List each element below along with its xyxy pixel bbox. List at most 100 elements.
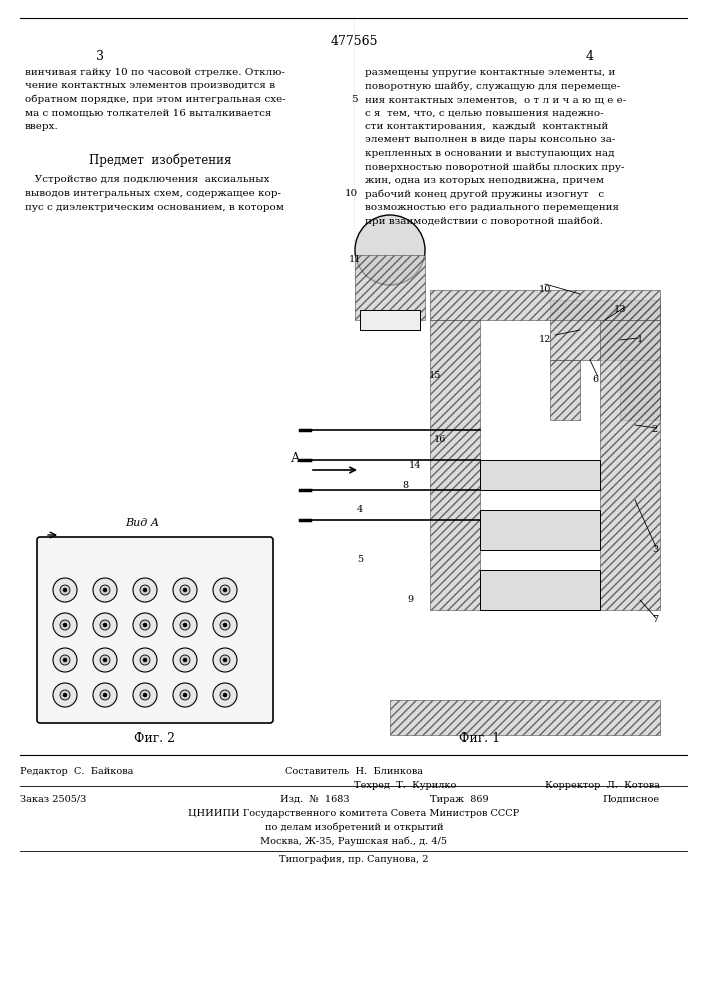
Circle shape — [213, 648, 237, 672]
Circle shape — [143, 693, 147, 697]
Circle shape — [60, 655, 70, 665]
Bar — [550, 360, 580, 420]
Text: рабочий конец другой пружины изогнут   с: рабочий конец другой пружины изогнут с — [365, 190, 604, 199]
Bar — [360, 310, 420, 330]
Circle shape — [63, 588, 67, 592]
Circle shape — [53, 683, 77, 707]
Circle shape — [140, 690, 150, 700]
Text: 4: 4 — [586, 50, 594, 63]
Text: 14: 14 — [409, 460, 421, 470]
Circle shape — [180, 620, 190, 630]
Text: при взаимодействии с поворотной шайбой.: при взаимодействии с поворотной шайбой. — [365, 217, 603, 226]
Text: Устройство для подключения  аксиальных: Устройство для подключения аксиальных — [25, 176, 269, 184]
Text: А: А — [291, 452, 300, 465]
Circle shape — [173, 578, 197, 602]
Circle shape — [133, 648, 157, 672]
Text: Москва, Ж-35, Раушская наб., д. 4/5: Москва, Ж-35, Раушская наб., д. 4/5 — [260, 837, 448, 846]
Circle shape — [173, 683, 197, 707]
Circle shape — [220, 620, 230, 630]
Text: 3: 3 — [652, 546, 658, 554]
Circle shape — [173, 613, 197, 637]
Bar — [480, 570, 600, 610]
Text: выводов интегральных схем, содержащее кор-: выводов интегральных схем, содержащее ко… — [25, 189, 281, 198]
Text: 7: 7 — [652, 615, 658, 624]
Text: Составитель  Н.  Блинкова: Составитель Н. Блинкова — [285, 767, 423, 776]
Text: чение контактных элементов производится в: чение контактных элементов производится … — [25, 82, 275, 91]
Text: поверхностью поворотной шайбы плоских пру-: поверхностью поворотной шайбы плоских пр… — [365, 162, 624, 172]
Text: Фиг. 1: Фиг. 1 — [460, 732, 501, 745]
Text: Тираж  869: Тираж 869 — [430, 795, 489, 804]
Text: обратном порядке, при этом интегральная схе-: обратном порядке, при этом интегральная … — [25, 95, 286, 104]
Text: 10: 10 — [539, 286, 551, 294]
Text: 6: 6 — [592, 375, 598, 384]
Text: 10: 10 — [345, 190, 358, 198]
Text: размещены упругие контактные элементы, и: размещены упругие контактные элементы, и — [365, 68, 615, 77]
Circle shape — [180, 690, 190, 700]
Circle shape — [355, 215, 425, 285]
Bar — [430, 320, 480, 610]
Text: Вид А: Вид А — [125, 518, 159, 528]
Bar — [600, 320, 660, 610]
Circle shape — [220, 655, 230, 665]
Text: 11: 11 — [349, 255, 361, 264]
Circle shape — [53, 648, 77, 672]
Circle shape — [220, 585, 230, 595]
Text: 5: 5 — [351, 95, 358, 104]
Circle shape — [180, 655, 190, 665]
Circle shape — [223, 658, 227, 662]
Text: Фиг. 2: Фиг. 2 — [134, 732, 175, 745]
Circle shape — [183, 588, 187, 592]
Text: 9: 9 — [407, 595, 413, 604]
Circle shape — [53, 578, 77, 602]
Circle shape — [143, 658, 147, 662]
Text: 3: 3 — [96, 50, 104, 63]
Text: пус с диэлектрическим основанием, в котором: пус с диэлектрическим основанием, в кото… — [25, 202, 284, 212]
Bar — [390, 700, 660, 735]
Text: 4: 4 — [357, 506, 363, 514]
Text: крепленных в основании и выступающих над: крепленных в основании и выступающих над — [365, 149, 614, 158]
Circle shape — [63, 658, 67, 662]
Circle shape — [63, 623, 67, 627]
Circle shape — [93, 648, 117, 672]
Circle shape — [183, 693, 187, 697]
Text: вверх.: вверх. — [25, 122, 59, 131]
Circle shape — [103, 693, 107, 697]
Circle shape — [213, 683, 237, 707]
Circle shape — [53, 613, 77, 637]
Circle shape — [220, 690, 230, 700]
Text: Изд.  №  1683: Изд. № 1683 — [280, 795, 350, 804]
Bar — [430, 290, 660, 320]
Bar — [550, 300, 660, 360]
Circle shape — [103, 623, 107, 627]
Text: сти контактирования,  каждый  контактный: сти контактирования, каждый контактный — [365, 122, 608, 131]
Circle shape — [60, 690, 70, 700]
Circle shape — [60, 620, 70, 630]
Circle shape — [223, 693, 227, 697]
FancyBboxPatch shape — [37, 537, 273, 723]
Text: элемент выполнен в виде пары консольно за-: элемент выполнен в виде пары консольно з… — [365, 135, 615, 144]
Text: возможностью его радиального перемещения: возможностью его радиального перемещения — [365, 203, 619, 212]
Text: Предмет  изобретения: Предмет изобретения — [89, 153, 231, 167]
Text: ма с помощью толкателей 16 выталкивается: ма с помощью толкателей 16 выталкивается — [25, 108, 271, 117]
Circle shape — [100, 655, 110, 665]
Text: по делам изобретений и открытий: по делам изобретений и открытий — [264, 823, 443, 832]
Text: Подписное: Подписное — [603, 795, 660, 804]
Text: жин, одна из которых неподвижна, причем: жин, одна из которых неподвижна, причем — [365, 176, 604, 185]
Text: винчивая гайку 10 по часовой стрелке. Отклю-: винчивая гайку 10 по часовой стрелке. От… — [25, 68, 285, 77]
Circle shape — [93, 683, 117, 707]
Circle shape — [140, 620, 150, 630]
Bar — [355, 255, 425, 320]
Circle shape — [103, 588, 107, 592]
Circle shape — [223, 588, 227, 592]
Circle shape — [143, 623, 147, 627]
Text: 8: 8 — [402, 481, 408, 489]
Text: 477565: 477565 — [330, 35, 378, 48]
Text: 1: 1 — [637, 336, 643, 344]
Bar — [620, 360, 660, 420]
Text: ния контактных элементов,  о т л и ч а ю щ е е-: ния контактных элементов, о т л и ч а ю … — [365, 95, 626, 104]
Text: 15: 15 — [429, 370, 441, 379]
Text: Корректор  Л.  Котова: Корректор Л. Котова — [545, 781, 660, 790]
Text: Редактор  С.  Байкова: Редактор С. Байкова — [20, 767, 134, 776]
Text: ЦНИИПИ Государственного комитета Совета Министров СССР: ЦНИИПИ Государственного комитета Совета … — [188, 809, 520, 818]
Text: 2: 2 — [652, 426, 658, 434]
